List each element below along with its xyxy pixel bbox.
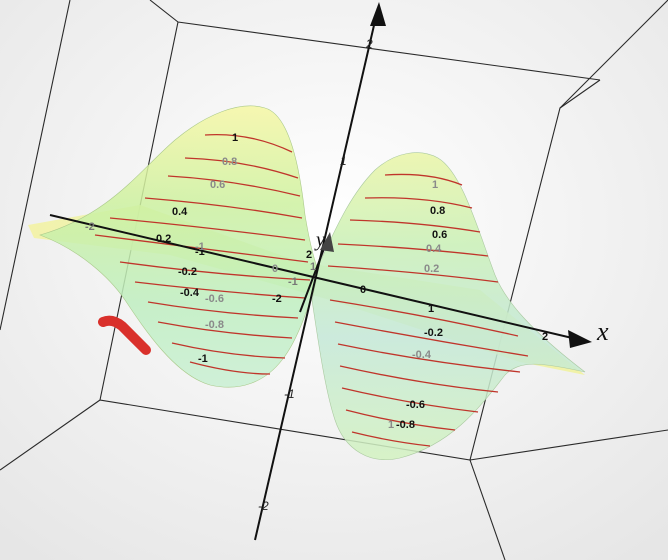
contour-label: -0.4 [412, 349, 432, 361]
contour-label: -1 [198, 353, 208, 365]
z-axis-arrowhead [370, 2, 386, 26]
x-axis-line [49, 214, 586, 342]
z-tick: 1 [340, 154, 347, 168]
contour-label: 0 [272, 263, 278, 275]
y-tick: 2 [306, 249, 312, 261]
y-tick: -1 [288, 276, 298, 288]
contour-label: 1 [432, 179, 438, 191]
x-tick: 0 [360, 284, 366, 296]
x-axis-arrowhead [568, 330, 592, 348]
x-tick: -2 [85, 221, 95, 233]
contour-label: 0.4 [172, 206, 188, 218]
z-tick: -1 [284, 387, 295, 401]
contours-left [94, 133, 311, 375]
contour-label: 1 [388, 419, 394, 431]
contour-label: 0.6 [210, 179, 225, 191]
contour-label: 1 [232, 132, 238, 144]
z-axis-line [254, 7, 379, 541]
contour-label: -0.6 [205, 293, 224, 305]
annotation-marker [98, 315, 151, 355]
x-tick: -1 [195, 246, 205, 258]
contour-label: 0.8 [430, 205, 445, 217]
contour-labels-right: 1 0.8 0.6 0.4 0.2 -0.2 -0.4 -0.6 -0.8 [396, 179, 447, 431]
y-tick: 1 [310, 261, 316, 273]
contour-label: 0.2 [156, 233, 171, 245]
x-tick: 1 [428, 303, 434, 315]
z-tick: -2 [258, 499, 269, 513]
contour-label: -0.8 [396, 419, 415, 431]
contour-labels-left: 1 0.8 0.6 0.4 0.2 -0.2 -0.4 -0.6 -0.8 -1 [156, 132, 238, 365]
contour-label: 0.2 [424, 263, 439, 275]
y-tick: -2 [272, 293, 282, 305]
y-axis-arrowhead [320, 232, 334, 252]
x-tick: 2 [542, 331, 548, 343]
contour-label: -0.4 [180, 287, 200, 299]
z-tick: 2 [365, 37, 373, 51]
contour-label: -1 [195, 241, 205, 253]
contours-right [327, 173, 529, 447]
y-axis-label: y [314, 229, 325, 251]
contour-label: 0.4 [426, 243, 442, 255]
contour-label: -0.6 [406, 399, 425, 411]
surface-right-lobe [311, 152, 586, 460]
contour-label: -0.2 [178, 266, 197, 278]
contour-label: -0.8 [205, 319, 224, 331]
contour-label: 0.6 [432, 229, 447, 241]
x-axis-label: x [596, 317, 609, 346]
contour-label: 0.8 [222, 156, 237, 168]
contour-label: -0.2 [424, 327, 443, 339]
